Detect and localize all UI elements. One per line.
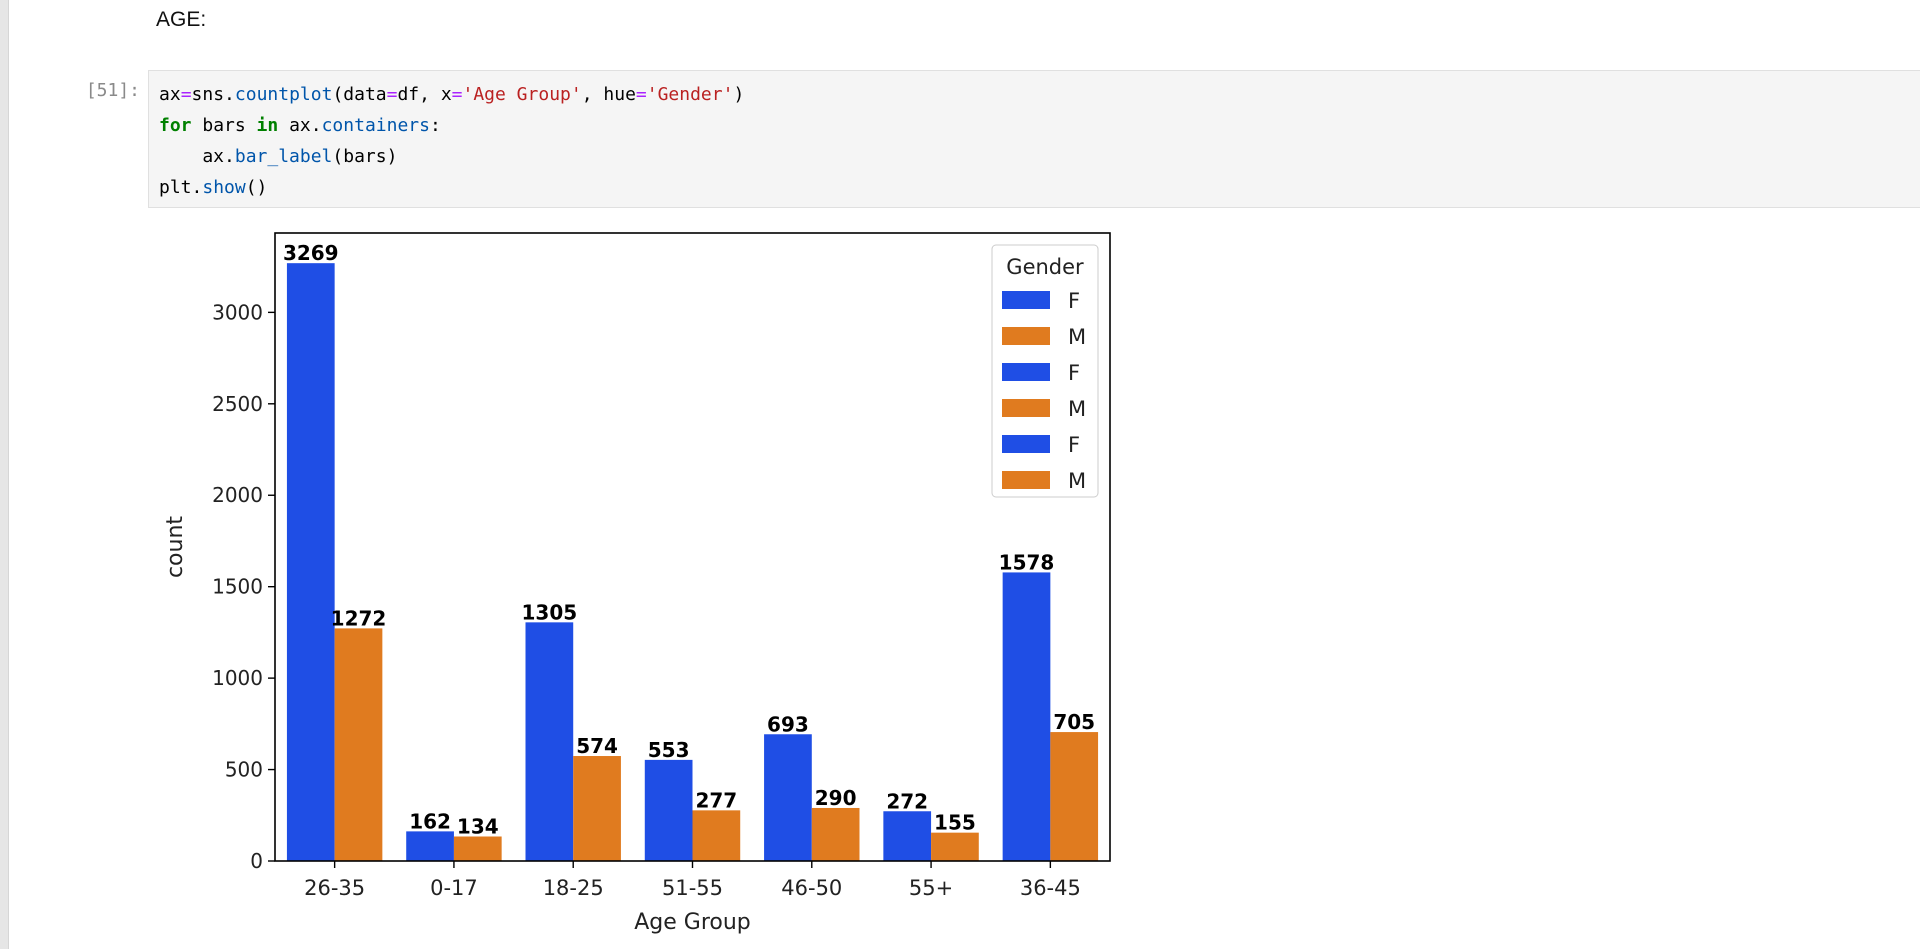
code-token: = xyxy=(451,84,463,105)
legend-swatch xyxy=(1002,327,1050,345)
x-tick-label: 36-45 xyxy=(1020,876,1081,900)
legend-entry-label: F xyxy=(1068,433,1080,457)
bar-value-label: 277 xyxy=(695,788,737,812)
markdown-cell[interactable]: AGE: xyxy=(156,8,206,32)
code-token: : xyxy=(429,115,441,136)
code-token: sns. xyxy=(191,84,235,105)
code-token: () xyxy=(245,177,268,198)
cell-prompt: [51]: xyxy=(85,80,140,101)
y-tick-label: 0 xyxy=(250,849,263,873)
cell-output-plot: 3269 162 1305 553 693 272 1578 1272 134 574 277 290… xyxy=(148,225,1128,949)
x-axis-label: Age Group xyxy=(634,910,751,935)
code-editor[interactable]: ax=sns.countplot(data=df, x='Age Group',… xyxy=(159,79,744,203)
bar-value-label: 162 xyxy=(409,809,451,833)
legend-entry-label: M xyxy=(1068,397,1086,421)
y-tick-label: 2500 xyxy=(212,392,263,416)
legend-swatch xyxy=(1002,399,1050,417)
bar-m xyxy=(692,810,741,861)
bar-m xyxy=(811,807,860,861)
code-token: bars xyxy=(191,115,257,136)
code-token: = xyxy=(386,84,398,105)
bar-f xyxy=(525,622,574,861)
legend-swatch xyxy=(1002,471,1050,489)
bar-f xyxy=(764,734,812,861)
code-token: ) xyxy=(733,84,745,105)
code-token: = xyxy=(635,84,647,105)
legend-entry-label: M xyxy=(1068,469,1086,493)
code-line: ax=sns.countplot(data=df, x='Age Group',… xyxy=(159,79,744,110)
countplot-chart: 3269 162 1305 553 693 272 1578 1272 134 574 277 290… xyxy=(163,232,1111,935)
y-axis-label: count xyxy=(163,516,188,578)
bar-f xyxy=(286,263,335,862)
y-tick-label: 500 xyxy=(225,758,263,782)
legend-entry-label: F xyxy=(1068,361,1080,385)
bar-value-label: 705 xyxy=(1053,710,1095,734)
code-line: ax.bar_label(bars) xyxy=(159,141,744,172)
code-token: df, x xyxy=(397,84,452,105)
legend-swatch xyxy=(1002,291,1050,309)
code-token: = xyxy=(180,84,192,105)
bar-value-label: 1578 xyxy=(999,550,1055,574)
bar-f xyxy=(406,831,454,861)
bar-f xyxy=(1002,572,1051,861)
bar-value-label: 290 xyxy=(815,786,857,810)
x-tick-label: 46-50 xyxy=(781,876,842,900)
x-tick-label: 18-25 xyxy=(543,876,604,900)
code-token: countplot xyxy=(234,84,333,105)
bar-f xyxy=(883,811,932,861)
bar-value-label: 134 xyxy=(457,814,499,838)
code-token: for xyxy=(159,115,192,136)
legend-title: Gender xyxy=(1006,255,1084,279)
y-tick-label: 1500 xyxy=(212,575,263,599)
bar-value-label: 693 xyxy=(767,712,809,736)
bar-value-label: 574 xyxy=(576,734,618,758)
code-token: 'Gender' xyxy=(646,84,734,105)
code-token: containers xyxy=(321,115,430,136)
y-tick-label: 1000 xyxy=(212,666,263,690)
legend-swatch xyxy=(1002,363,1050,381)
code-token: (data xyxy=(332,84,387,105)
bar-value-label: 1305 xyxy=(522,600,578,624)
bar-value-label: 272 xyxy=(886,789,928,813)
code-line: for bars in ax.containers: xyxy=(159,110,744,141)
y-tick-label: 3000 xyxy=(212,300,263,324)
code-token: 'Age Group' xyxy=(462,84,582,105)
code-token: ax. xyxy=(278,115,322,136)
bar-value-label: 3269 xyxy=(283,241,339,265)
code-token: bar_label xyxy=(234,146,333,167)
x-tick-label: 55+ xyxy=(909,876,953,900)
bar-value-label: 1272 xyxy=(331,606,387,630)
bar-value-label: 155 xyxy=(934,811,976,835)
markdown-text: AGE: xyxy=(156,8,207,31)
x-tick-label: 0-17 xyxy=(430,876,478,900)
legend-entry-label: M xyxy=(1068,325,1086,349)
bar-f xyxy=(644,759,693,861)
bar-m xyxy=(573,756,621,861)
code-token: ax. xyxy=(159,146,235,167)
code-token: (bars) xyxy=(332,146,398,167)
bar-m xyxy=(931,832,979,861)
legend-swatch xyxy=(1002,435,1050,453)
bar-m xyxy=(1050,732,1099,861)
code-token: show xyxy=(202,177,246,198)
code-token: in xyxy=(256,115,279,136)
bar-value-label: 553 xyxy=(648,738,690,762)
bar-m xyxy=(453,836,502,861)
y-tick-label: 2000 xyxy=(212,483,263,507)
legend-entry-label: F xyxy=(1068,289,1080,313)
code-token: ax xyxy=(159,84,181,105)
notebook-left-rail xyxy=(0,0,9,949)
bar-m xyxy=(334,628,383,861)
code-cell[interactable]: ax=sns.countplot(data=df, x='Age Group',… xyxy=(148,70,1920,208)
code-line: plt.show() xyxy=(159,172,744,203)
x-tick-label: 51-55 xyxy=(662,876,723,900)
x-tick-label: 26-35 xyxy=(304,876,365,900)
code-token: , hue xyxy=(581,84,636,105)
code-token: plt. xyxy=(159,177,203,198)
